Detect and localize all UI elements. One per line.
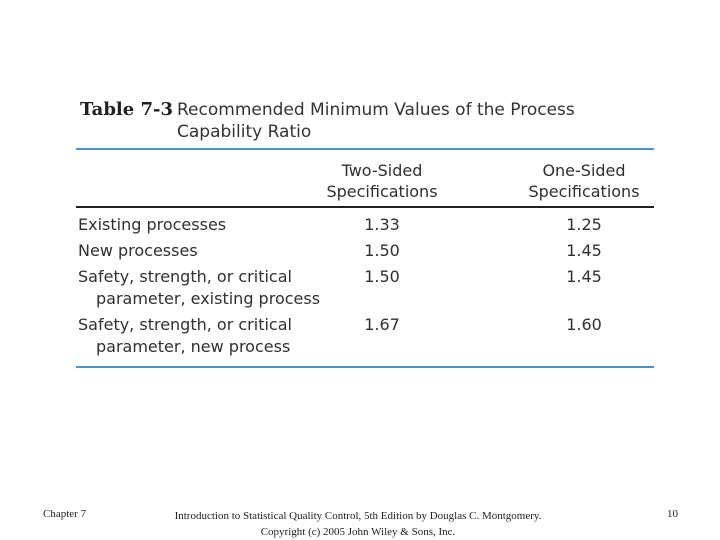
row-label-continuation: parameter, existing process bbox=[96, 289, 321, 308]
row-label-line: New processes bbox=[78, 241, 198, 260]
table-header-rule bbox=[76, 206, 654, 208]
slide-footer: Chapter 7 Introduction to Statistical Qu… bbox=[0, 507, 720, 540]
footer-page-number: 10 bbox=[667, 508, 678, 520]
footer-citation-line: Introduction to Statistical Quality Cont… bbox=[174, 510, 542, 522]
row-value-two-sided: 1.67 bbox=[364, 315, 400, 334]
row-value-one-sided: 1.25 bbox=[566, 215, 602, 234]
row-label-line: Existing processes bbox=[78, 215, 227, 234]
row-label: Safety, strength, or critical parameter,… bbox=[78, 266, 338, 310]
row-value-two-sided: 1.50 bbox=[364, 267, 400, 286]
capability-ratio-table: Table 7-3 Recommended Minimum Values of … bbox=[76, 98, 654, 370]
row-value-one-sided: 1.45 bbox=[566, 241, 602, 260]
table-caption: Recommended Minimum Values of the Proces… bbox=[177, 100, 575, 142]
row-label-line: Safety, strength, or critical bbox=[78, 267, 292, 286]
row-value-two-sided: 1.50 bbox=[364, 241, 400, 260]
table-number: Table 7-3 bbox=[80, 99, 173, 120]
row-value-one-sided: 1.45 bbox=[566, 267, 602, 286]
footer-citation: Introduction to Statistical Quality Cont… bbox=[140, 508, 576, 540]
row-label-continuation: parameter, new process bbox=[96, 337, 291, 356]
table-bottom-rule bbox=[76, 366, 654, 368]
row-label-line: Safety, strength, or critical bbox=[78, 315, 292, 334]
row-label: Safety, strength, or critical parameter,… bbox=[78, 314, 338, 358]
column-header-two-sided: Two-Sided Specifications bbox=[326, 161, 438, 201]
table-title: Table 7-3 Recommended Minimum Values of … bbox=[76, 98, 654, 146]
row-label: New processes bbox=[78, 240, 338, 262]
row-label: Existing processes bbox=[78, 214, 338, 236]
row-value-one-sided: 1.60 bbox=[566, 315, 602, 334]
row-value-two-sided: 1.33 bbox=[364, 215, 400, 234]
column-header-one-sided: One-Sided Specifications bbox=[528, 161, 640, 201]
footer-copyright-line: Copyright (c) 2005 John Wiley & Sons, In… bbox=[260, 526, 456, 538]
table-top-rule bbox=[76, 148, 654, 150]
footer-chapter: Chapter 7 bbox=[43, 508, 87, 520]
